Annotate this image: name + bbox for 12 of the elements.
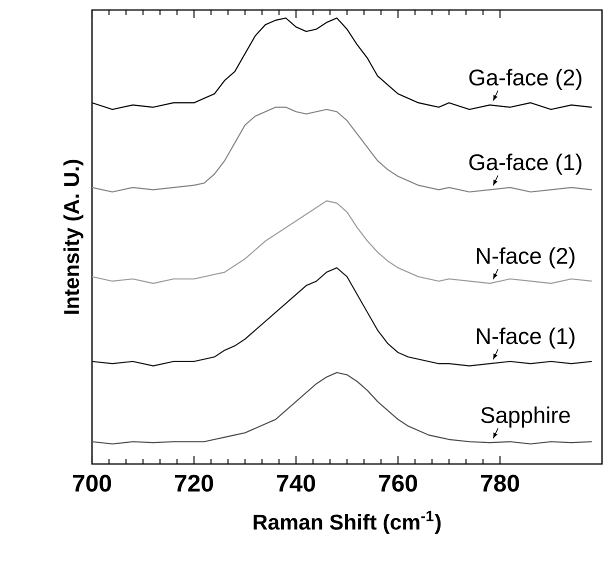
series-label: Ga-face (1) [469,154,582,175]
x-axis-title: Raman Shift (cm$^{-1}$) [254,510,441,534]
x-tick-label: 780 [481,474,520,492]
x-tick-label: 740 [277,474,316,492]
x-tick-label: 720 [175,474,214,492]
y-axis-title: Intensity (A. U.) [63,160,84,314]
series-label: Sapphire [481,406,570,428]
x-tick-label: 700 [73,474,112,492]
series-label: N-face (1) [476,328,574,349]
series-label: Ga-face (2) [469,68,582,90]
x-tick-label: 760 [379,474,418,492]
series-label: N-face (2) [476,247,574,268]
